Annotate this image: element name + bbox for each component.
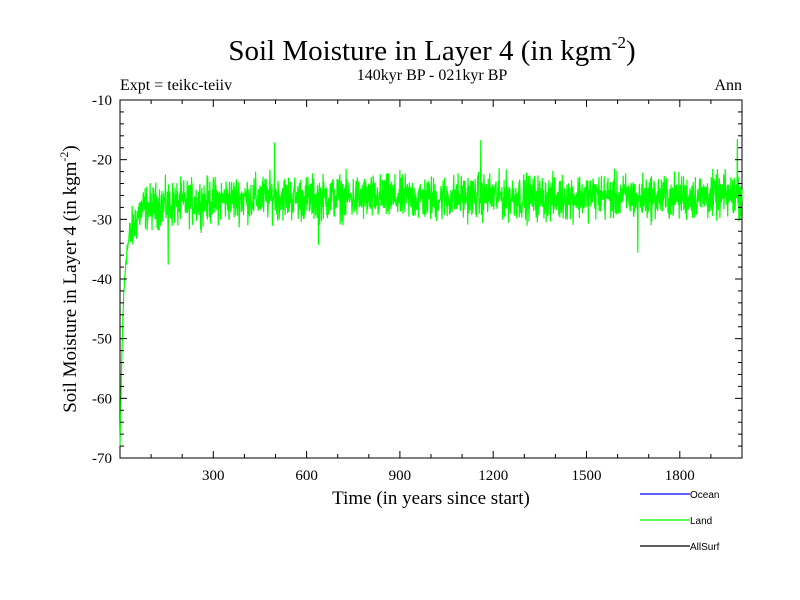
- x-axis-ticks: 300 600 900 1200 1500 1800: [150, 100, 712, 484]
- plot-frame: [119, 99, 743, 459]
- y-axis-ticks: -70 -60 -50 -40 -30 -20 -10: [92, 93, 742, 467]
- legend-label-land: Land: [690, 516, 712, 527]
- y-axis-label: Soil Moisture in Layer 4 (in kgm-2): [57, 145, 81, 413]
- y-tick-label: -40: [92, 272, 112, 288]
- x-tick-label: 300: [202, 468, 225, 484]
- legend-label-allsurf: AllSurf: [690, 542, 720, 553]
- chart-subtitle: 140kyr BP - 021kyr BP: [357, 67, 508, 84]
- legend: Ocean Land AllSurf: [640, 490, 720, 553]
- legend-label-ocean: Ocean: [690, 490, 719, 501]
- x-tick-label: 1200: [478, 468, 508, 484]
- experiment-label: Expt = teikc-teiiv: [120, 77, 232, 94]
- x-tick-label: 1500: [572, 468, 602, 484]
- chart-title: Soil Moisture in Layer 4 (in kgm-2): [228, 33, 635, 67]
- x-tick-label: 600: [295, 468, 318, 484]
- y-tick-label: -10: [92, 93, 112, 109]
- y-tick-label: -50: [92, 332, 112, 348]
- series-land: [119, 138, 743, 447]
- y-tick-label: -30: [92, 212, 112, 228]
- y-tick-label: -20: [92, 153, 112, 169]
- y-tick-label: -60: [92, 391, 112, 407]
- x-tick-label: 900: [389, 468, 412, 484]
- y-tick-label: -70: [92, 451, 112, 467]
- land-series-line: [119, 138, 743, 447]
- x-tick-label: 1800: [665, 468, 695, 484]
- x-axis-label: Time (in years since start): [332, 488, 530, 509]
- season-label: Ann: [714, 77, 742, 94]
